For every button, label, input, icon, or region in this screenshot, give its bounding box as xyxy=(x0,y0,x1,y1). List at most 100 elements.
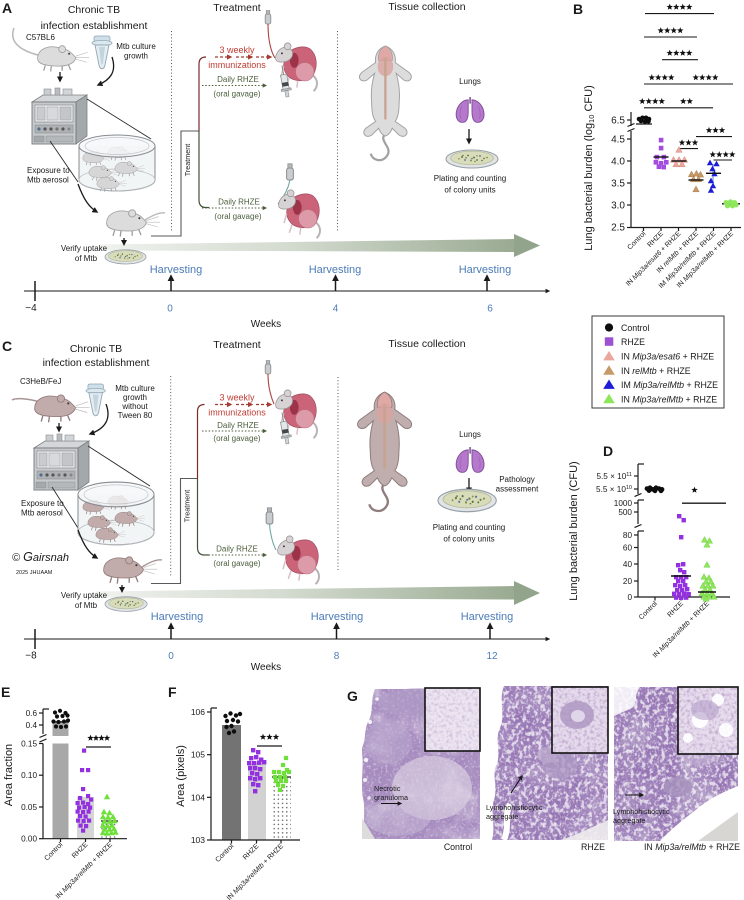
svg-text:Necrotic: Necrotic xyxy=(374,784,401,793)
svg-text:5.5 × 1011: 5.5 × 1011 xyxy=(596,472,632,481)
svg-text:4.0: 4.0 xyxy=(611,157,625,168)
svg-text:4.5: 4.5 xyxy=(611,135,625,146)
svg-text:IM Mip3a/relMtb + RHZE: IM Mip3a/relMtb + RHZE xyxy=(621,380,718,390)
svg-text:A: A xyxy=(2,0,12,16)
svg-text:Plating and counting: Plating and counting xyxy=(434,174,507,183)
svg-text:3.0: 3.0 xyxy=(611,201,625,212)
svg-text:(oral gavage): (oral gavage) xyxy=(213,434,260,443)
svg-text:Treatment: Treatment xyxy=(183,490,192,523)
svg-text:Control: Control xyxy=(621,323,649,333)
svg-text:IN Mip3a/relMtb + RHZE: IN Mip3a/relMtb + RHZE xyxy=(621,394,717,404)
svg-text:Area (pixels): Area (pixels) xyxy=(175,745,187,807)
svg-text:Tissue collection: Tissue collection xyxy=(388,1,465,13)
svg-text:RHZE: RHZE xyxy=(621,337,645,347)
svg-text:104: 104 xyxy=(191,792,205,802)
svg-text:(oral gavage): (oral gavage) xyxy=(214,212,261,221)
svg-text:Pathology: Pathology xyxy=(499,475,535,484)
svg-text:B: B xyxy=(573,1,583,17)
svg-text:© Gairsnah: © Gairsnah xyxy=(12,550,69,564)
svg-text:Lymphohistiocytic: Lymphohistiocytic xyxy=(613,807,670,816)
svg-text:Treatment: Treatment xyxy=(213,339,261,351)
svg-text:Harvesting: Harvesting xyxy=(150,264,203,276)
svg-text:0.15: 0.15 xyxy=(21,740,37,749)
svg-text:0.00: 0.00 xyxy=(21,835,37,844)
svg-text:immunizations: immunizations xyxy=(208,408,266,418)
svg-text:Weeks: Weeks xyxy=(251,319,281,330)
svg-text:F: F xyxy=(168,684,177,700)
svg-text:Harvesting: Harvesting xyxy=(309,264,362,276)
svg-text:8: 8 xyxy=(334,651,340,662)
svg-text:106: 106 xyxy=(191,707,205,717)
svg-text:0: 0 xyxy=(167,304,173,315)
svg-text:growth: growth xyxy=(123,393,147,402)
svg-text:Harvesting: Harvesting xyxy=(461,611,514,623)
svg-text:Lymphohistiocytic: Lymphohistiocytic xyxy=(486,803,543,812)
svg-text:−8: −8 xyxy=(25,651,37,662)
svg-text:Chronic TB: Chronic TB xyxy=(70,343,122,355)
svg-text:6.5: 6.5 xyxy=(611,116,625,127)
svg-text:IN Mip3a/relMtb + RHZE: IN Mip3a/relMtb + RHZE xyxy=(644,842,740,852)
svg-text:Mtb culture: Mtb culture xyxy=(116,42,156,51)
svg-text:5.5 × 1010: 5.5 × 1010 xyxy=(596,485,632,494)
svg-text:Daily RHZE: Daily RHZE xyxy=(217,75,259,84)
svg-text:105: 105 xyxy=(191,750,205,760)
svg-text:C: C xyxy=(2,338,12,354)
svg-text:3.5: 3.5 xyxy=(611,179,625,190)
svg-text:aggregate: aggregate xyxy=(486,812,518,821)
svg-text:20: 20 xyxy=(623,577,633,586)
svg-text:Plating and counting: Plating and counting xyxy=(433,523,506,532)
svg-text:Verify uptake: Verify uptake xyxy=(61,244,108,253)
svg-text:of Mtb: of Mtb xyxy=(75,601,98,610)
svg-text:aggregate: aggregate xyxy=(613,816,645,825)
svg-text:(oral gavage): (oral gavage) xyxy=(213,559,260,568)
svg-text:without: without xyxy=(121,402,148,411)
svg-text:2.5: 2.5 xyxy=(611,223,625,234)
svg-text:Harvesting: Harvesting xyxy=(459,264,512,276)
svg-text:40: 40 xyxy=(623,560,633,569)
svg-text:Chronic TB: Chronic TB xyxy=(68,4,120,16)
svg-text:Mtb culture: Mtb culture xyxy=(115,384,155,393)
svg-text:RHZE: RHZE xyxy=(581,842,605,852)
svg-text:infection establishment: infection establishment xyxy=(43,357,150,369)
svg-text:C57BL6: C57BL6 xyxy=(26,33,55,42)
svg-text:Control: Control xyxy=(444,842,472,852)
svg-text:granuloma: granuloma xyxy=(374,793,408,802)
svg-text:0.10: 0.10 xyxy=(21,771,37,780)
svg-text:infection establishment: infection establishment xyxy=(41,20,148,32)
svg-text:Exposure to: Exposure to xyxy=(27,166,70,175)
svg-text:Weeks: Weeks xyxy=(251,662,281,673)
svg-text:Harvesting: Harvesting xyxy=(151,611,204,623)
svg-text:C3HeB/FeJ: C3HeB/FeJ xyxy=(20,377,61,386)
svg-text:103: 103 xyxy=(191,835,205,845)
svg-text:−4: −4 xyxy=(25,303,37,314)
svg-text:0.4: 0.4 xyxy=(26,721,38,730)
svg-text:Mtb aerosol: Mtb aerosol xyxy=(21,509,63,518)
svg-text:E: E xyxy=(1,684,10,700)
svg-text:Lung bacterial burden (log10 C: Lung bacterial burden (log10 CFU) xyxy=(583,85,596,250)
svg-text:Lungs: Lungs xyxy=(459,77,481,86)
svg-text:0.6: 0.6 xyxy=(26,709,38,718)
svg-text:of colony units: of colony units xyxy=(444,186,495,195)
svg-text:Treatment: Treatment xyxy=(183,144,192,177)
svg-text:Tween 80: Tween 80 xyxy=(118,411,153,420)
svg-text:6: 6 xyxy=(487,304,493,315)
svg-text:Lungs: Lungs xyxy=(459,430,481,439)
svg-text:G: G xyxy=(347,688,358,704)
svg-text:assessment: assessment xyxy=(496,485,539,494)
svg-text:1000: 1000 xyxy=(614,499,633,508)
svg-text:500: 500 xyxy=(618,508,632,517)
svg-text:0: 0 xyxy=(168,651,174,662)
svg-text:12: 12 xyxy=(486,651,498,662)
svg-text:of Mtb: of Mtb xyxy=(75,254,98,263)
svg-text:Verify uptake: Verify uptake xyxy=(61,591,108,600)
svg-text:80: 80 xyxy=(623,531,633,540)
svg-text:Area fraction: Area fraction xyxy=(3,744,15,806)
svg-text:Daily RHZE: Daily RHZE xyxy=(217,421,259,430)
svg-text:Harvesting: Harvesting xyxy=(311,611,364,623)
svg-text:of colony units: of colony units xyxy=(443,535,494,544)
svg-text:immunizations: immunizations xyxy=(208,60,266,70)
svg-text:Exposure to: Exposure to xyxy=(21,499,64,508)
svg-text:growth: growth xyxy=(124,52,148,61)
svg-text:D: D xyxy=(603,443,613,459)
svg-text:0.05: 0.05 xyxy=(21,803,37,812)
